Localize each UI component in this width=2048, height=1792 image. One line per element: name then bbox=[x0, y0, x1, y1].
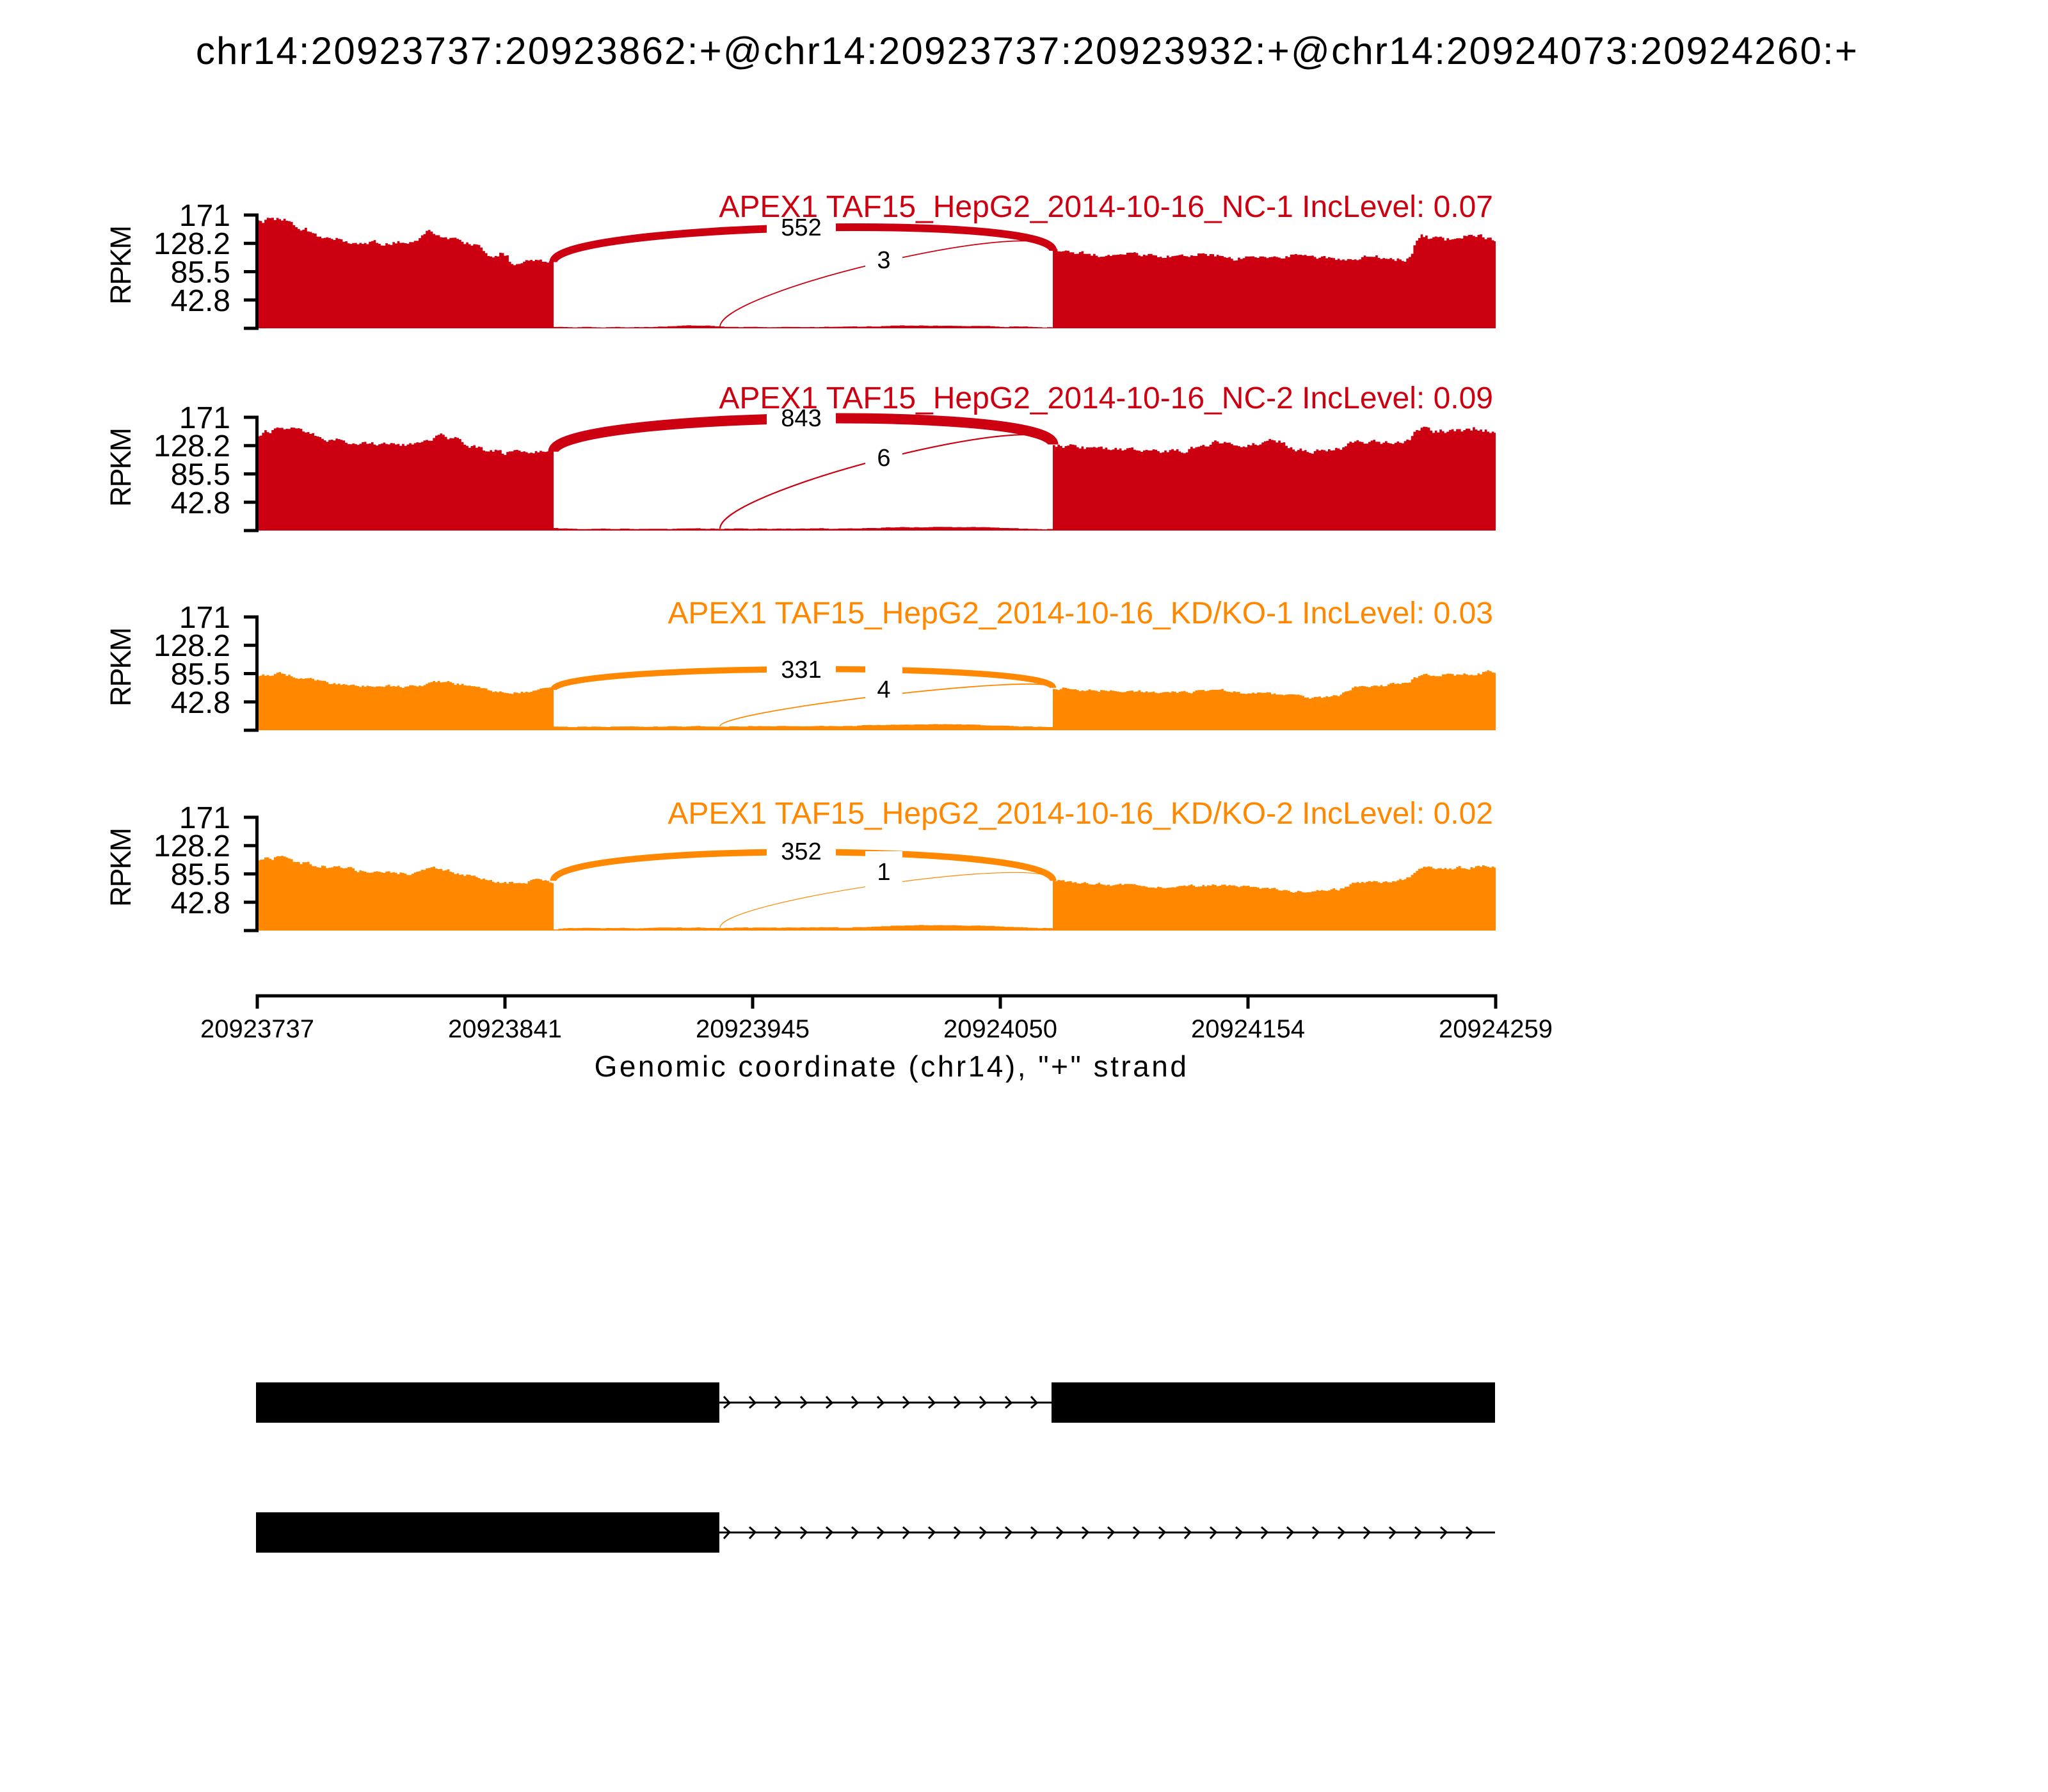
svg-text:20924050: 20924050 bbox=[943, 1015, 1057, 1043]
svg-text:20923841: 20923841 bbox=[448, 1015, 562, 1043]
svg-text:APEX1 TAF15_HepG2_2014-10-16_K: APEX1 TAF15_HepG2_2014-10-16_KD/KO-1 Inc… bbox=[668, 596, 1493, 630]
svg-text:42.8: 42.8 bbox=[171, 284, 230, 318]
svg-text:843: 843 bbox=[781, 405, 821, 432]
svg-text:331: 331 bbox=[781, 657, 821, 684]
svg-text:RPKM: RPKM bbox=[104, 829, 137, 907]
svg-text:3: 3 bbox=[877, 247, 890, 274]
svg-text:85.5: 85.5 bbox=[171, 858, 230, 892]
svg-text:171: 171 bbox=[179, 601, 230, 635]
svg-text:RPKM: RPKM bbox=[104, 429, 137, 507]
svg-text:352: 352 bbox=[781, 838, 821, 865]
svg-text:20924154: 20924154 bbox=[1191, 1015, 1305, 1043]
svg-text:20923737: 20923737 bbox=[200, 1015, 314, 1043]
svg-text:85.5: 85.5 bbox=[171, 658, 230, 692]
svg-text:85.5: 85.5 bbox=[171, 256, 230, 290]
svg-text:RPKM: RPKM bbox=[104, 227, 137, 305]
svg-text:85.5: 85.5 bbox=[171, 458, 230, 492]
svg-text:APEX1 TAF15_HepG2_2014-10-16_N: APEX1 TAF15_HepG2_2014-10-16_NC-2 IncLev… bbox=[719, 381, 1493, 415]
svg-text:128.2: 128.2 bbox=[154, 227, 230, 261]
svg-text:171: 171 bbox=[179, 801, 230, 835]
svg-text:128.2: 128.2 bbox=[154, 629, 230, 663]
svg-text:171: 171 bbox=[179, 199, 230, 233]
svg-text:20924259: 20924259 bbox=[1439, 1015, 1553, 1043]
svg-text:4: 4 bbox=[877, 676, 890, 703]
svg-text:552: 552 bbox=[781, 214, 821, 241]
svg-text:APEX1 TAF15_HepG2_2014-10-16_K: APEX1 TAF15_HepG2_2014-10-16_KD/KO-2 Inc… bbox=[668, 797, 1493, 831]
svg-text:42.8: 42.8 bbox=[171, 686, 230, 720]
svg-text:128.2: 128.2 bbox=[154, 829, 230, 863]
svg-text:APEX1 TAF15_HepG2_2014-10-16_N: APEX1 TAF15_HepG2_2014-10-16_NC-1 IncLev… bbox=[719, 190, 1493, 224]
svg-text:chr14:20923737:20923862:+@chr1: chr14:20923737:20923862:+@chr14:20923737… bbox=[196, 29, 1859, 72]
svg-text:Genomic coordinate (chr14), "+: Genomic coordinate (chr14), "+" strand bbox=[595, 1050, 1189, 1083]
svg-text:128.2: 128.2 bbox=[154, 429, 230, 463]
svg-text:42.8: 42.8 bbox=[171, 886, 230, 920]
svg-text:20923945: 20923945 bbox=[696, 1015, 810, 1043]
svg-text:RPKM: RPKM bbox=[104, 628, 137, 707]
svg-text:42.8: 42.8 bbox=[171, 486, 230, 520]
svg-text:1: 1 bbox=[877, 859, 890, 886]
svg-text:6: 6 bbox=[877, 445, 890, 472]
svg-text:171: 171 bbox=[179, 401, 230, 435]
